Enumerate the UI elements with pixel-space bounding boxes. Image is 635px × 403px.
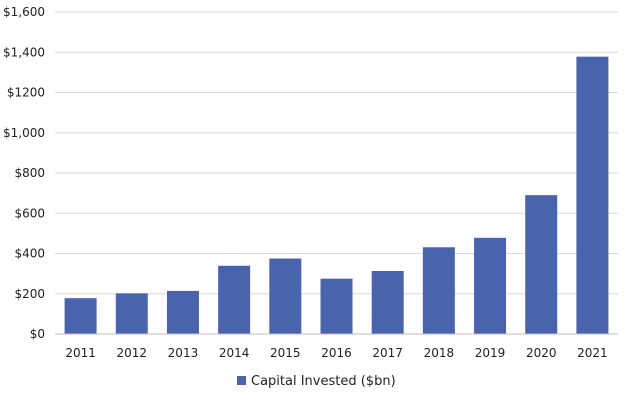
y-tick-label: $1,000: [3, 126, 45, 140]
gridlines: [55, 11, 618, 295]
y-tick-label: $0: [30, 327, 45, 341]
y-tick-label: $800: [14, 166, 45, 180]
y-tick-label: $400: [14, 247, 45, 261]
legend-swatch: [237, 376, 246, 385]
y-tick-label: $1,400: [3, 45, 45, 59]
x-tick-label: 2015: [270, 346, 301, 360]
y-tick-label: $1,600: [3, 5, 45, 19]
bar-2019: [474, 237, 507, 334]
x-tick-label: 2012: [116, 346, 147, 360]
y-tick-label: $1200: [7, 86, 45, 100]
legend: Capital Invested ($bn): [237, 374, 396, 389]
x-axis-tick-labels: 2011 2012 2013 2014 2015 2016 2017 2018 2019 2020…: [65, 346, 607, 360]
x-tick-label: 2013: [168, 346, 199, 360]
bar-2020: [525, 195, 558, 334]
bar-2015: [269, 258, 302, 334]
bar-2018: [422, 247, 455, 334]
x-tick-label: 2018: [424, 346, 455, 360]
x-tick-label: 2016: [321, 346, 352, 360]
x-tick-label: 2011: [65, 346, 96, 360]
x-tick-label: 2017: [372, 346, 403, 360]
y-tick-label: $200: [14, 287, 45, 301]
x-tick-label: 2014: [219, 346, 250, 360]
x-tick-label: 2019: [475, 346, 506, 360]
y-axis-tick-labels: $0 $200 $400 $600 $800 $1,000 $1200 $1,400 $1,60…: [3, 5, 45, 341]
bar-2021: [576, 56, 609, 335]
bars: [64, 56, 609, 335]
legend-label-capital-invested: Capital Invested ($bn): [251, 374, 396, 389]
x-tick-label: 2020: [526, 346, 557, 360]
bar-2013: [166, 290, 199, 334]
bar-2017: [371, 271, 404, 334]
bar-2014: [218, 265, 251, 334]
y-tick-label: $600: [14, 206, 45, 220]
bar-2012: [115, 293, 148, 334]
x-tick-label: 2021: [577, 346, 608, 360]
bar-2011: [64, 298, 97, 334]
bar-2016: [320, 278, 353, 334]
